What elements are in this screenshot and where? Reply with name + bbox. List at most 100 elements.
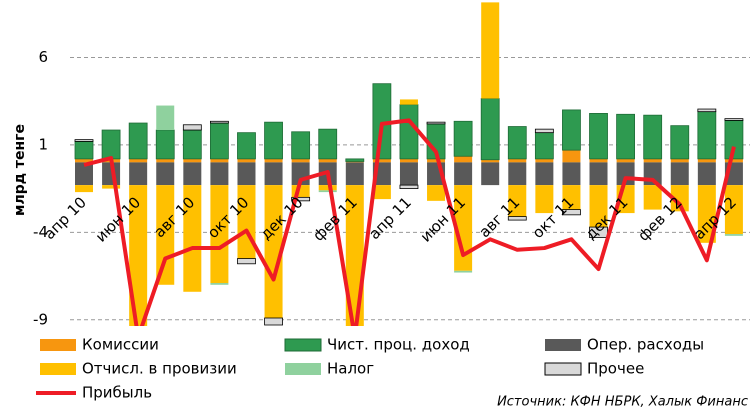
bar-segment: [318, 128, 338, 160]
bar-segment: [562, 209, 581, 216]
bar-segment: [508, 185, 527, 217]
bar-segment: [237, 258, 256, 265]
bar-segment: [697, 108, 717, 113]
bar-segment: [399, 104, 419, 160]
bar-segment: [616, 113, 635, 160]
bar-segment: [183, 158, 202, 163]
legend-label: Прибыль: [82, 384, 152, 402]
source: Источник: КФН НБРК, Халык Финанс: [497, 395, 748, 410]
bar-segment: [318, 185, 337, 191]
bar-segment: [535, 158, 554, 163]
bar-segment: [589, 158, 608, 163]
bar-segment: [589, 185, 608, 228]
bar-segment: [508, 162, 527, 186]
bar-segment: [427, 185, 446, 201]
bar-segment: [264, 185, 283, 319]
bar-segment: [670, 158, 689, 163]
bar-segment: [372, 185, 391, 200]
bar-segment: [670, 125, 690, 160]
bar-segment: [697, 158, 716, 163]
bar-segment: [670, 162, 689, 186]
legend-label: Комиссии: [82, 336, 159, 354]
bar-segment: [454, 185, 473, 271]
bar-segment: [156, 158, 175, 163]
bar-segment: [724, 158, 743, 163]
bar-segment: [155, 129, 175, 160]
bar-segment: [480, 98, 500, 161]
y-axis-label: млрд тенге: [12, 124, 28, 216]
bar-segment: [237, 132, 256, 160]
plot-area: [74, 2, 744, 326]
bar-segment: [562, 109, 581, 151]
bar-segment: [670, 185, 689, 212]
bar-segment: [399, 184, 419, 190]
bar-segment: [724, 234, 743, 236]
legend-label: Прочее: [587, 360, 644, 378]
bar-segment: [102, 185, 121, 189]
legend-swatch: [40, 363, 76, 375]
bar-segment: [454, 156, 473, 163]
bar-segment: [589, 162, 608, 186]
legend-label: Налог: [327, 360, 374, 378]
bar-segment: [74, 140, 94, 160]
bar-segment: [643, 158, 662, 163]
bar-segment: [507, 216, 527, 221]
bar-segment: [481, 159, 500, 163]
bar-segment: [209, 120, 229, 124]
bar-segment: [724, 118, 744, 121]
bar-segment: [264, 317, 283, 326]
bar-segment: [182, 129, 202, 160]
x-tick-label: апр 10: [40, 193, 90, 243]
bar-segment: [74, 139, 94, 142]
y-tick-label: -4: [33, 223, 48, 241]
bar-segment: [481, 162, 500, 186]
bar-segment: [589, 113, 608, 160]
bar-segment: [508, 158, 527, 163]
bar-segment: [183, 162, 202, 186]
bar-segment: [507, 126, 527, 160]
bar-segment: [129, 158, 148, 163]
bar-segment: [264, 121, 283, 160]
legend-swatch: [284, 338, 322, 352]
bar-segment: [291, 196, 311, 202]
bar-segment: [697, 111, 717, 160]
bar-segment: [454, 162, 473, 186]
legend-label: Чист. проц. доход: [327, 336, 470, 354]
legend-swatch: [40, 339, 76, 351]
y-tick-label: 6: [38, 48, 48, 66]
bar-segment: [264, 158, 283, 163]
bar-segment: [534, 132, 554, 160]
bar-segment: [318, 158, 337, 163]
bar-segment: [210, 283, 229, 285]
bar-segment: [345, 162, 364, 186]
bar-segment: [453, 120, 473, 157]
bar-segment: [399, 162, 418, 186]
bar-segment: [345, 158, 365, 162]
bar-segment: [264, 162, 283, 186]
bar-segment: [562, 150, 581, 163]
bar-segment: [75, 158, 93, 163]
bar-segment: [426, 121, 446, 125]
legend-swatch: [285, 363, 321, 375]
bar-segment: [129, 185, 148, 326]
bar-segment: [156, 185, 175, 285]
bar-segment: [697, 162, 716, 186]
bar-segment: [697, 185, 716, 243]
bar-segment: [399, 99, 418, 105]
bar-segment: [210, 162, 229, 186]
bar-segment: [427, 158, 446, 163]
profit-line: [83, 118, 736, 326]
bar-segment: [724, 185, 743, 235]
bar-segment: [128, 122, 148, 160]
bar-segment: [210, 158, 229, 163]
bar-segment: [534, 128, 554, 134]
bar-segment: [454, 270, 473, 273]
bar-segment: [616, 158, 635, 163]
bar-segment: [318, 190, 337, 193]
bar-segment: [182, 124, 202, 131]
legend-swatch: [545, 339, 581, 351]
bar-segment: [535, 185, 554, 214]
bar-segment: [535, 162, 554, 186]
bar-segment: [75, 162, 93, 186]
